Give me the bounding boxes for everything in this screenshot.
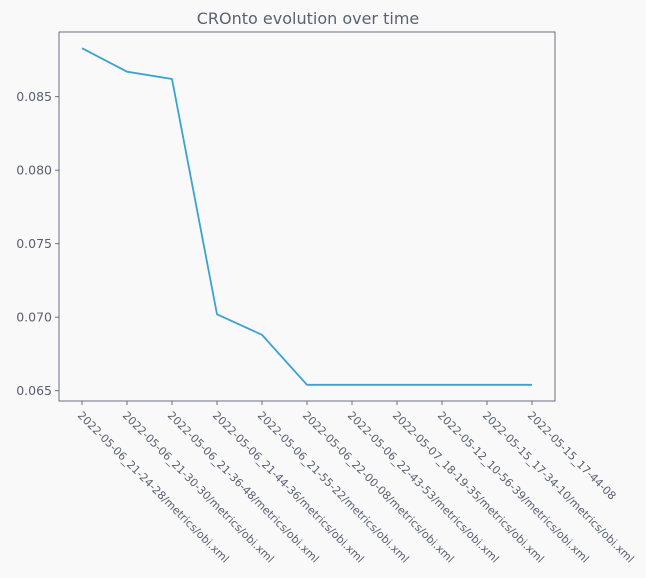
chart-title: CROnto evolution over time xyxy=(197,9,420,28)
y-tick-label: 0.085 xyxy=(16,89,52,104)
plot-area-frame xyxy=(58,31,556,402)
y-tick-label: 0.080 xyxy=(16,163,52,178)
x-tick-label: 2022-05-15_17-44-08 xyxy=(525,409,619,503)
y-tick-label: 0.075 xyxy=(16,236,52,251)
series-line xyxy=(81,47,532,386)
y-axis: 0.065 0.070 0.075 0.080 0.085 xyxy=(16,89,59,398)
y-tick-label: 0.070 xyxy=(16,310,52,325)
x-axis: 2022-05-06_21-24-28/metrics/obi.xml2022-… xyxy=(75,401,636,566)
y-tick-label: 0.065 xyxy=(16,383,52,398)
